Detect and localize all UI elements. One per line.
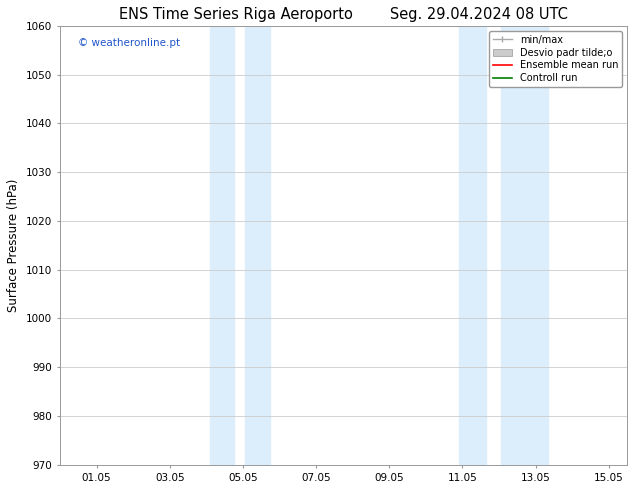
Bar xyxy=(501,26,548,465)
Text: © weatheronline.pt: © weatheronline.pt xyxy=(79,38,181,48)
Y-axis label: Surface Pressure (hPa): Surface Pressure (hPa) xyxy=(7,179,20,312)
Title: ENS Time Series Riga Aeroporto        Seg. 29.04.2024 08 UTC: ENS Time Series Riga Aeroporto Seg. 29.0… xyxy=(119,7,568,22)
Bar xyxy=(459,26,486,465)
Bar xyxy=(245,26,271,465)
Bar xyxy=(210,26,234,465)
Legend: min/max, Desvio padr tilde;o, Ensemble mean run, Controll run: min/max, Desvio padr tilde;o, Ensemble m… xyxy=(489,31,622,87)
